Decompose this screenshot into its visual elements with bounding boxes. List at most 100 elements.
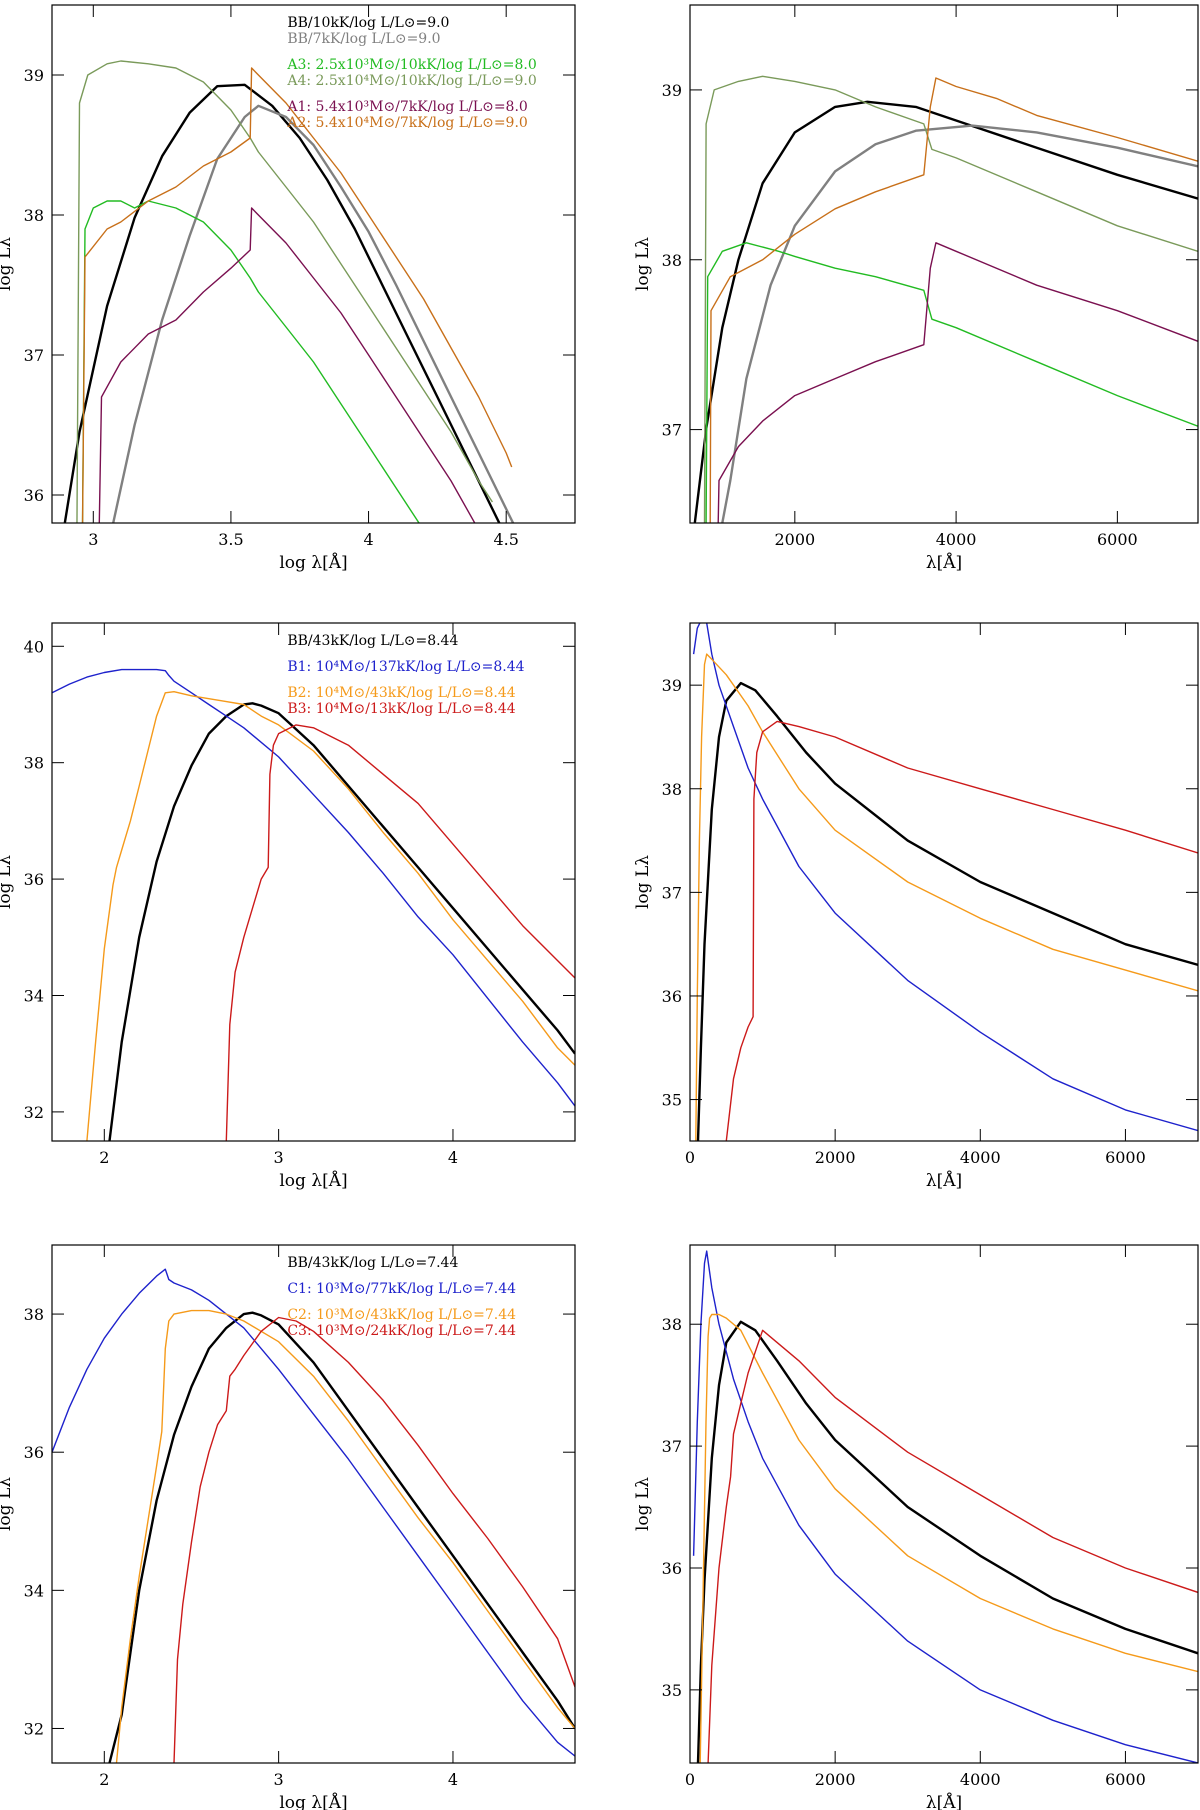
series-line-bb-43kk xyxy=(108,702,575,1141)
series-line-bb-43kk xyxy=(108,1311,575,1763)
y-tick-label: 37 xyxy=(662,421,682,440)
y-tick-label: 36 xyxy=(662,1559,682,1578)
x-tick-label: 4000 xyxy=(960,1770,1001,1789)
x-axis-label: log λ[Å] xyxy=(279,552,347,573)
x-tick-label: 0 xyxy=(685,1148,695,1167)
y-tick-label: 39 xyxy=(24,66,44,85)
y-tick-label: 32 xyxy=(24,1103,44,1122)
series-line-a4 xyxy=(703,75,1198,523)
legend-entry: C1: 10³M⊙/77kK/log L/L⊙=7.44 xyxy=(287,1281,516,1297)
plot-frame xyxy=(51,4,576,524)
series-line-bb-43kk xyxy=(696,681,1198,1141)
series-line-b2 xyxy=(86,691,575,1141)
chart-panel-top-left: 3 3.5 4 4.5 36 37 38 39 log λ[Å] log Lλ BB/10kK/lo… xyxy=(0,4,576,573)
y-tick-label: 39 xyxy=(662,676,682,695)
series-line-a2 xyxy=(709,77,1198,523)
series-line-a3 xyxy=(81,200,420,523)
series-line-b1 xyxy=(52,668,575,1107)
x-axis-label: log λ[Å] xyxy=(279,1170,347,1191)
series-line-a3 xyxy=(705,242,1198,523)
x-tick-label: 3 xyxy=(274,1770,284,1789)
x-tick-label: 6000 xyxy=(1105,1148,1146,1167)
y-tick-label: 36 xyxy=(24,1443,44,1462)
y-tick-label: 39 xyxy=(662,81,682,100)
series-line-a1 xyxy=(98,207,476,523)
series-line-c1 xyxy=(52,1268,575,1757)
series-line-bb-10kk xyxy=(693,100,1198,523)
x-tick-label: 3 xyxy=(88,530,98,549)
y-axis-label: log Lλ xyxy=(633,237,653,291)
y-tick-label: 37 xyxy=(662,883,682,902)
x-axis-label: log λ[Å] xyxy=(279,1792,347,1810)
chart-panel-top-right: 2000 4000 6000 37 38 39 λ[Å] log Lλ xyxy=(633,4,1199,573)
y-tick-label: 38 xyxy=(24,1305,44,1324)
y-tick-label: 40 xyxy=(24,637,44,656)
x-tick-label: 2000 xyxy=(815,1770,856,1789)
y-tick-label: 38 xyxy=(662,251,682,270)
x-tick-label: 2000 xyxy=(815,1148,856,1167)
series-line-c3 xyxy=(707,1329,1198,1763)
x-tick-label: 6000 xyxy=(1105,1770,1146,1789)
series-line-c3 xyxy=(173,1316,575,1763)
x-axis-label: λ[Å] xyxy=(926,1792,962,1810)
x-axis-label: λ[Å] xyxy=(926,1170,962,1191)
series-line-bb-7kk xyxy=(111,104,515,523)
y-tick-label: 36 xyxy=(24,870,44,889)
y-tick-label: 34 xyxy=(24,986,44,1005)
legend-entry: BB/10kK/log L/L⊙=9.0 xyxy=(287,15,449,31)
y-tick-label: 35 xyxy=(662,1091,682,1110)
legend-entry: A3: 2.5x10³M⊙/10kK/log L/L⊙=8.0 xyxy=(286,57,536,73)
series-line-c1 xyxy=(692,1250,1198,1763)
x-tick-label: 4000 xyxy=(936,530,977,549)
y-tick-label: 32 xyxy=(24,1719,44,1738)
legend-entry: C2: 10³M⊙/43kK/log L/L⊙=7.44 xyxy=(287,1307,516,1323)
legend-entry: B2: 10⁴M⊙/43kK/log L/L⊙=8.44 xyxy=(287,685,515,701)
series-line-b3 xyxy=(225,724,575,1141)
series-line-c2 xyxy=(115,1309,575,1763)
y-tick-label: 38 xyxy=(662,780,682,799)
y-axis-label: log Lλ xyxy=(0,1477,15,1531)
series-line-c2 xyxy=(699,1313,1198,1763)
y-tick-label: 38 xyxy=(662,1315,682,1334)
x-axis-label: λ[Å] xyxy=(926,552,962,573)
x-tick-label: 2 xyxy=(99,1770,109,1789)
x-tick-label: 4 xyxy=(448,1148,458,1167)
x-tick-label: 4.5 xyxy=(493,530,518,549)
series-line-a4 xyxy=(76,60,493,523)
series-line-b3 xyxy=(725,720,1198,1141)
plot-frame xyxy=(689,4,1199,524)
legend-entry: A1: 5.4x10³M⊙/7kK/log L/L⊙=8.0 xyxy=(286,99,527,115)
x-tick-label: 4 xyxy=(448,1770,458,1789)
legend-entry: B3: 10⁴M⊙/13kK/log L/L⊙=8.44 xyxy=(287,701,515,717)
legend-entry: BB/7kK/log L/L⊙=9.0 xyxy=(287,31,440,47)
x-tick-label: 2000 xyxy=(774,530,815,549)
x-tick-label: 4 xyxy=(363,530,373,549)
plot-frame xyxy=(51,622,576,1142)
x-tick-label: 2 xyxy=(99,1148,109,1167)
legend-entry: C3: 10³M⊙/24kK/log L/L⊙=7.44 xyxy=(287,1323,516,1339)
series-line-bb-43kk xyxy=(696,1320,1198,1763)
series-line-b1 xyxy=(692,623,1198,1132)
y-axis-label: log Lλ xyxy=(0,237,15,291)
x-tick-label: 3 xyxy=(274,1148,284,1167)
y-tick-label: 38 xyxy=(24,206,44,225)
x-tick-label: 3.5 xyxy=(218,530,243,549)
chart-panel-middle-right: 0 2000 4000 6000 35 36 37 38 39 λ[Å] log Lλ xyxy=(633,622,1199,1191)
x-tick-label: 4000 xyxy=(960,1148,1001,1167)
legend-entry: A2: 5.4x10⁴M⊙/7kK/log L/L⊙=9.0 xyxy=(286,115,527,131)
series-line-bb-10kk xyxy=(63,83,501,523)
y-tick-label: 36 xyxy=(24,486,44,505)
legend-entry: BB/43kK/log L/L⊙=7.44 xyxy=(287,1255,458,1271)
y-tick-label: 37 xyxy=(24,346,44,365)
plot-frame xyxy=(689,1244,1199,1764)
y-tick-label: 38 xyxy=(24,754,44,773)
legend-entry: B1: 10⁴M⊙/137kK/log L/L⊙=8.44 xyxy=(287,659,524,675)
y-tick-label: 35 xyxy=(662,1681,682,1700)
x-tick-label: 0 xyxy=(685,1770,695,1789)
y-tick-label: 36 xyxy=(662,987,682,1006)
x-tick-label: 6000 xyxy=(1097,530,1138,549)
series-line-a1 xyxy=(717,242,1198,523)
series-line-bb-7kk xyxy=(721,124,1198,523)
